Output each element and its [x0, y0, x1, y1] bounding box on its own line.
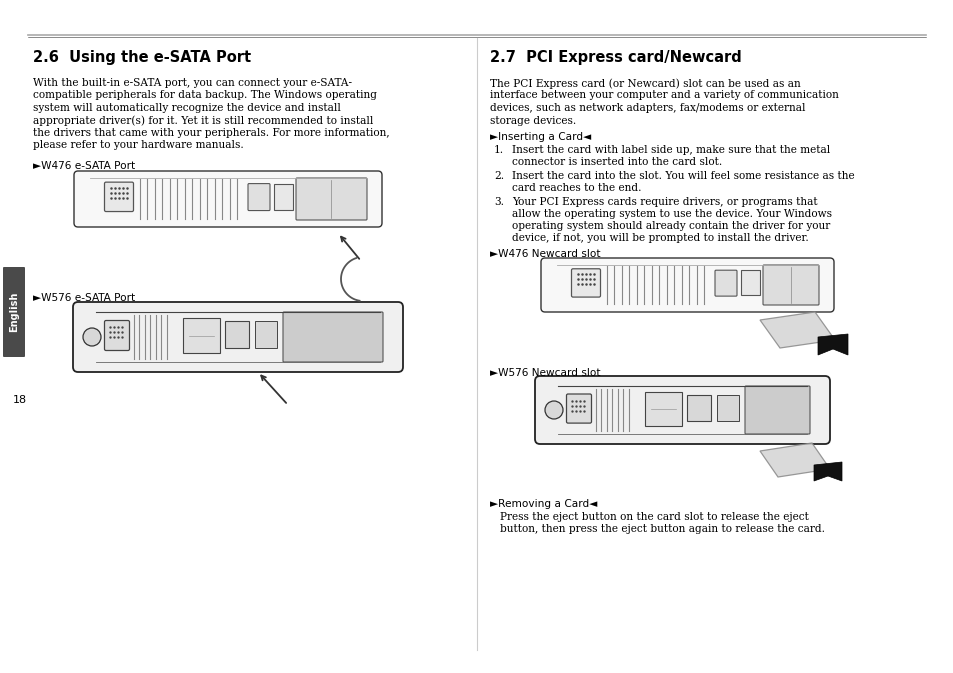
Text: devices, such as network adapters, fax/modems or external: devices, such as network adapters, fax/m…	[490, 103, 804, 113]
Polygon shape	[817, 334, 847, 355]
FancyBboxPatch shape	[566, 394, 591, 423]
FancyBboxPatch shape	[105, 182, 133, 211]
Text: compatible peripherals for data backup. The Windows operating: compatible peripherals for data backup. …	[33, 90, 376, 100]
Text: 2.: 2.	[494, 171, 503, 181]
FancyBboxPatch shape	[295, 178, 367, 220]
FancyBboxPatch shape	[535, 376, 829, 444]
Text: English: English	[9, 292, 19, 332]
FancyBboxPatch shape	[74, 171, 381, 227]
Text: With the built-in e-SATA port, you can connect your e-SATA-: With the built-in e-SATA port, you can c…	[33, 78, 352, 88]
Text: device, if not, you will be prompted to install the driver.: device, if not, you will be prompted to …	[512, 233, 808, 243]
Text: the drivers that came with your peripherals. For more information,: the drivers that came with your peripher…	[33, 128, 389, 138]
Text: Press the eject button on the card slot to release the eject: Press the eject button on the card slot …	[499, 512, 808, 522]
Text: appropriate driver(s) for it. Yet it is still recommended to install: appropriate driver(s) for it. Yet it is …	[33, 116, 373, 126]
FancyBboxPatch shape	[744, 386, 809, 434]
Text: operating system should already contain the driver for your: operating system should already contain …	[512, 221, 829, 231]
Text: please refer to your hardware manuals.: please refer to your hardware manuals.	[33, 141, 244, 151]
FancyBboxPatch shape	[686, 394, 710, 421]
FancyBboxPatch shape	[183, 318, 220, 353]
Circle shape	[83, 328, 101, 346]
Text: allow the operating system to use the device. Your Windows: allow the operating system to use the de…	[512, 209, 831, 219]
FancyBboxPatch shape	[540, 258, 833, 312]
FancyBboxPatch shape	[644, 392, 681, 425]
FancyBboxPatch shape	[105, 320, 130, 351]
Text: connector is inserted into the card slot.: connector is inserted into the card slot…	[512, 157, 721, 167]
Text: card reaches to the end.: card reaches to the end.	[512, 183, 640, 193]
Text: 2.7  PCI Express card/Newcard: 2.7 PCI Express card/Newcard	[490, 50, 741, 65]
FancyBboxPatch shape	[283, 312, 382, 362]
FancyBboxPatch shape	[248, 184, 270, 211]
Text: 1.: 1.	[494, 145, 503, 155]
FancyBboxPatch shape	[714, 270, 737, 296]
Polygon shape	[760, 443, 829, 477]
Text: ►W476 Newcard slot: ►W476 Newcard slot	[490, 249, 600, 259]
Text: ►W576 Newcard slot: ►W576 Newcard slot	[490, 368, 600, 378]
Text: 3.: 3.	[494, 197, 503, 207]
Text: system will automatically recognize the device and install: system will automatically recognize the …	[33, 103, 340, 113]
Text: ►W576 e-SATA Port: ►W576 e-SATA Port	[33, 293, 135, 303]
Text: The PCI Express card (or Newcard) slot can be used as an: The PCI Express card (or Newcard) slot c…	[490, 78, 800, 89]
FancyBboxPatch shape	[254, 321, 276, 348]
FancyBboxPatch shape	[73, 302, 402, 372]
Circle shape	[544, 401, 562, 419]
Text: Your PCI Express cards require drivers, or programs that: Your PCI Express cards require drivers, …	[512, 197, 817, 207]
Polygon shape	[813, 462, 841, 481]
FancyBboxPatch shape	[274, 184, 293, 209]
Text: ►Inserting a Card◄: ►Inserting a Card◄	[490, 132, 591, 142]
Text: interface between your computer and a variety of communication: interface between your computer and a va…	[490, 90, 838, 100]
FancyBboxPatch shape	[571, 269, 599, 297]
Text: 2.6  Using the e-SATA Port: 2.6 Using the e-SATA Port	[33, 50, 251, 65]
FancyBboxPatch shape	[225, 321, 249, 348]
Text: button, then press the eject button again to release the card.: button, then press the eject button agai…	[499, 524, 824, 534]
Text: Insert the card with label side up, make sure that the metal: Insert the card with label side up, make…	[512, 145, 829, 155]
Text: 18: 18	[13, 395, 27, 405]
Text: storage devices.: storage devices.	[490, 116, 576, 125]
FancyBboxPatch shape	[762, 265, 818, 305]
FancyBboxPatch shape	[717, 394, 739, 421]
Text: Insert the card into the slot. You will feel some resistance as the: Insert the card into the slot. You will …	[512, 171, 854, 181]
FancyBboxPatch shape	[740, 270, 760, 295]
Text: ►Removing a Card◄: ►Removing a Card◄	[490, 499, 597, 509]
FancyBboxPatch shape	[3, 267, 25, 357]
Polygon shape	[760, 312, 834, 348]
Text: ►W476 e-SATA Port: ►W476 e-SATA Port	[33, 161, 135, 171]
